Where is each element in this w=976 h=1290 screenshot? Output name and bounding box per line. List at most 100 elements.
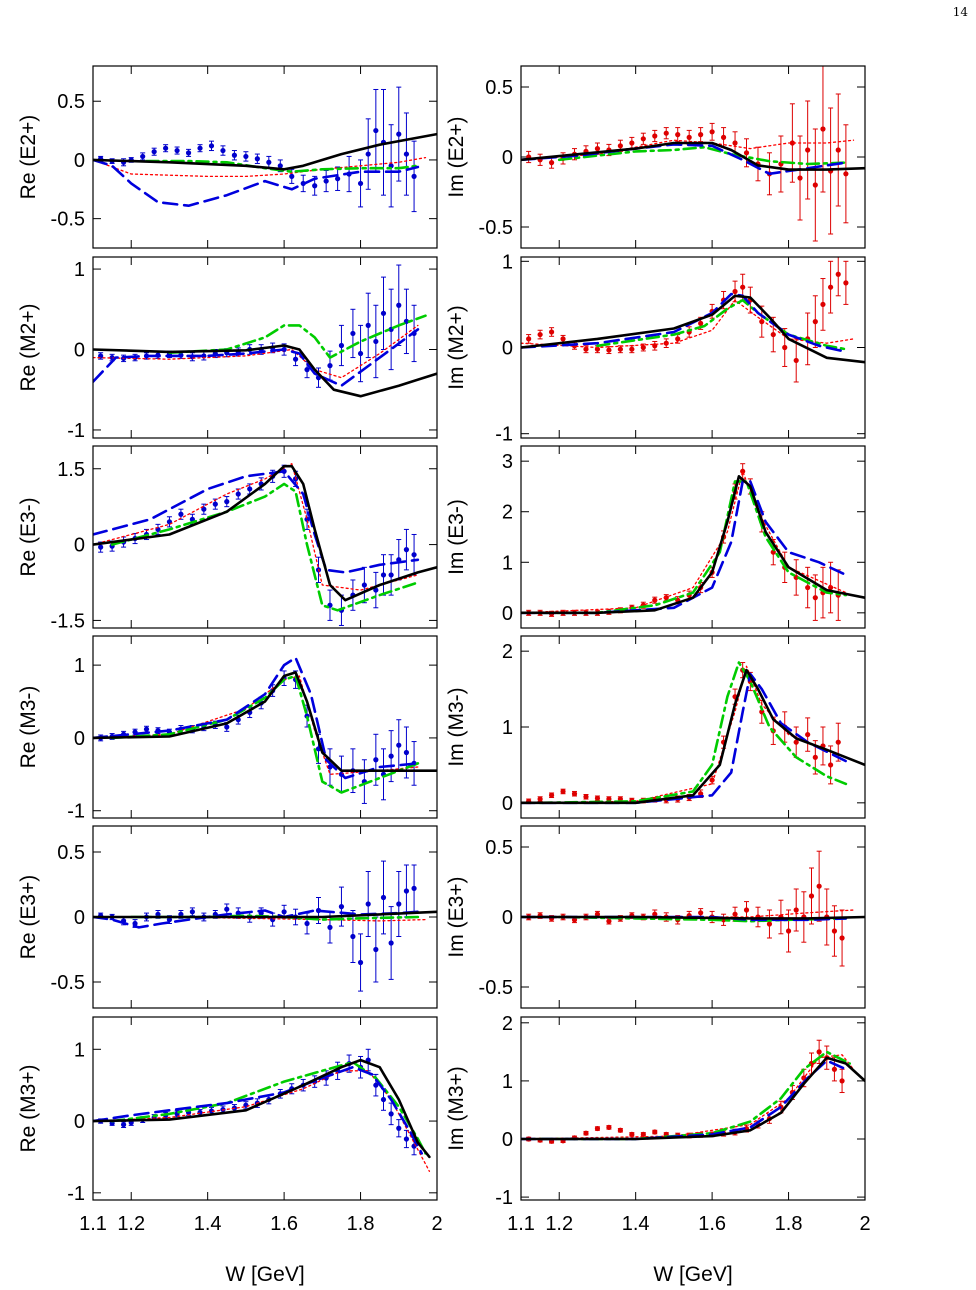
model-curve-black-solid xyxy=(93,1058,431,1159)
y-tick-label: 0.5 xyxy=(485,837,513,859)
data-point xyxy=(243,153,249,160)
data-point xyxy=(335,176,341,182)
y-tick-label: -1.5 xyxy=(51,610,85,632)
chart-panel: 0 1 2 Im (M3-) xyxy=(445,635,866,819)
panel-frame xyxy=(520,256,866,439)
data-point xyxy=(380,894,387,901)
data-point xyxy=(594,911,601,917)
data-point xyxy=(812,182,818,188)
data-point xyxy=(839,1078,845,1084)
y-tick-label: 0 xyxy=(502,907,513,929)
data-point xyxy=(652,597,658,603)
panel-frame xyxy=(92,635,438,819)
data-point xyxy=(740,468,746,474)
y-tick-label: 0 xyxy=(502,338,513,360)
data-point xyxy=(357,180,364,187)
data-point xyxy=(782,344,788,351)
data-point xyxy=(732,288,738,295)
plot-area xyxy=(521,257,865,383)
data-point xyxy=(828,762,834,768)
y-tick-label: 0.5 xyxy=(57,842,85,864)
data-point xyxy=(805,731,811,738)
y-tick-label: 1 xyxy=(502,1071,513,1093)
y-axis-label: Im (E3-) xyxy=(445,499,468,575)
y-tick-label: -1 xyxy=(495,1187,513,1209)
data-point xyxy=(373,587,379,593)
data-point xyxy=(388,753,394,759)
x-tick-label: 1.8 xyxy=(347,1213,375,1235)
x-tick-label: 2 xyxy=(431,1213,442,1235)
y-axis-label: Re (E3+) xyxy=(17,875,40,960)
model-curve-blue-dashed xyxy=(93,328,420,387)
y-tick-label: 0 xyxy=(74,1111,85,1133)
y-tick-label: 0 xyxy=(74,728,85,750)
data-point xyxy=(835,147,841,153)
data-point xyxy=(652,133,658,139)
data-point xyxy=(793,907,799,913)
data-point xyxy=(606,796,612,802)
chart-panel: -0.5 0 0.5 Re (E3+) xyxy=(17,825,438,1009)
plot-area xyxy=(93,463,437,626)
y-tick-label: 0.5 xyxy=(485,77,513,99)
model-curve-black-solid xyxy=(521,915,865,920)
model-curve-red-dotted xyxy=(521,470,847,614)
data-point xyxy=(140,153,146,160)
x-tick-label: 1.2 xyxy=(117,1213,145,1235)
data-point xyxy=(805,147,811,153)
x-axis-label: W [GeV] xyxy=(653,1263,732,1286)
data-point xyxy=(606,918,612,924)
data-point xyxy=(743,150,750,156)
data-point xyxy=(816,1049,822,1055)
data-point xyxy=(189,909,195,915)
y-axis-label: Im (E3+) xyxy=(445,876,468,957)
data-point xyxy=(843,280,849,286)
plot-area xyxy=(521,1039,865,1144)
data-point xyxy=(212,501,218,507)
y-tick-label: 0 xyxy=(74,150,85,172)
y-tick-label: -1 xyxy=(495,424,513,446)
data-point xyxy=(373,757,379,763)
data-point xyxy=(365,901,371,907)
data-point xyxy=(805,584,811,591)
x-tick-label: 1.4 xyxy=(194,1213,222,1235)
data-point xyxy=(373,127,379,134)
y-tick-label: 0 xyxy=(502,1129,513,1151)
data-point xyxy=(185,150,192,156)
data-point xyxy=(759,709,765,715)
data-point xyxy=(640,344,646,351)
y-axis-label: Re (M3-) xyxy=(17,686,40,769)
model-curve-blue-dashed xyxy=(521,1059,848,1141)
model-curve-black-solid xyxy=(93,132,437,171)
y-tick-label: 1 xyxy=(74,259,85,281)
model-curve-green-dashdot xyxy=(538,1050,851,1141)
y-tick-label: -1 xyxy=(67,1183,85,1205)
data-point xyxy=(403,1136,410,1142)
data-point xyxy=(396,901,402,907)
data-point xyxy=(396,742,402,748)
data-point xyxy=(178,511,184,517)
data-point xyxy=(143,726,150,732)
data-point xyxy=(843,171,849,177)
y-tick-label: -0.5 xyxy=(479,977,513,999)
y-tick-label: 1 xyxy=(74,655,85,677)
data-point xyxy=(403,749,410,756)
data-point xyxy=(797,175,803,181)
chart-panel: -1 0 1 Im (M2+) xyxy=(445,251,866,446)
x-tick-label: 1.1 xyxy=(507,1213,535,1235)
page-number: 14 xyxy=(952,5,968,19)
data-point xyxy=(304,367,310,373)
data-point xyxy=(292,356,299,362)
model-curve-blue-dashed xyxy=(521,292,848,354)
data-point xyxy=(281,909,287,915)
data-point xyxy=(373,1082,379,1088)
y-tick-label: 2 xyxy=(502,502,513,524)
data-point xyxy=(812,754,818,760)
y-tick-label: -0.5 xyxy=(51,972,85,994)
data-point xyxy=(617,1127,623,1133)
data-point xyxy=(839,935,845,941)
chart-panel: -1 0 1 Re (M2+) xyxy=(17,256,438,442)
panel-frame xyxy=(520,635,866,819)
data-point xyxy=(396,131,402,137)
data-point xyxy=(743,907,750,913)
data-point xyxy=(793,357,799,364)
